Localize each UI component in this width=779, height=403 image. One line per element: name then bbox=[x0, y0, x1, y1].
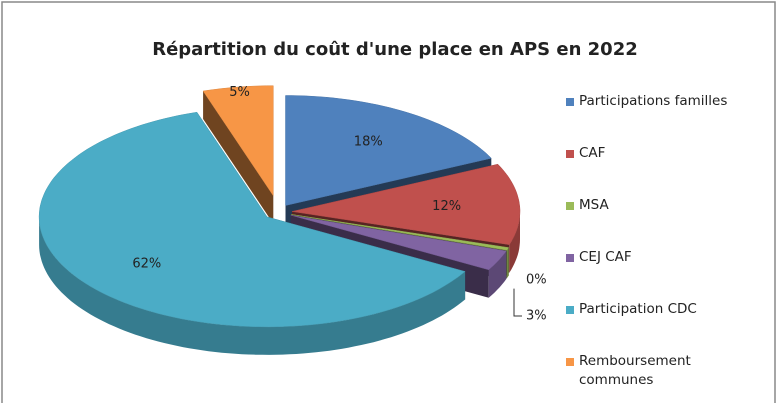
legend-swatch bbox=[566, 98, 574, 106]
legend: Participations familles CAF MSA CEJ CAF Part… bbox=[566, 92, 738, 403]
slice bbox=[202, 85, 274, 224]
legend-swatch bbox=[566, 150, 574, 158]
slice bbox=[38, 111, 466, 355]
slice-side bbox=[506, 247, 509, 279]
legend-label: Participations familles bbox=[579, 93, 728, 109]
legend-label: MSA bbox=[579, 197, 609, 213]
slice-top bbox=[285, 95, 492, 206]
slice-top bbox=[291, 214, 510, 251]
legend-item: Participation CDC bbox=[566, 300, 738, 352]
slice-side bbox=[488, 251, 507, 298]
legend-swatch bbox=[566, 202, 574, 210]
legend-label: CAF bbox=[579, 145, 606, 161]
legend-swatch bbox=[566, 254, 574, 262]
legend-label: Participation CDC bbox=[579, 301, 697, 317]
legend-item: MSA bbox=[566, 196, 738, 248]
slice-top bbox=[202, 85, 274, 197]
slice-top bbox=[38, 111, 466, 328]
legend-item: Remboursement communes bbox=[566, 352, 738, 403]
legend-item: Participations familles bbox=[566, 92, 738, 144]
data-label: 5% bbox=[229, 85, 250, 100]
legend-label: Remboursement communes bbox=[579, 353, 691, 388]
slice-side bbox=[509, 211, 520, 273]
legend-item: CEJ CAF bbox=[566, 248, 738, 300]
slice-wall bbox=[203, 91, 274, 224]
legend-swatch bbox=[566, 358, 574, 366]
data-label: 18% bbox=[354, 135, 383, 150]
slice-top bbox=[291, 163, 521, 245]
legend-label: CEJ CAF bbox=[579, 249, 632, 265]
data-label: 62% bbox=[132, 257, 161, 272]
chart-title: Répartition du coût d'une place en APS e… bbox=[152, 39, 638, 60]
slice-top bbox=[290, 214, 507, 271]
data-label: 0% bbox=[526, 273, 547, 288]
slice-side bbox=[39, 216, 466, 355]
legend-swatch bbox=[566, 306, 574, 314]
leader-line bbox=[513, 288, 522, 317]
data-label: 12% bbox=[432, 199, 461, 214]
data-label: 3% bbox=[526, 309, 547, 324]
legend-item: CAF bbox=[566, 144, 738, 196]
